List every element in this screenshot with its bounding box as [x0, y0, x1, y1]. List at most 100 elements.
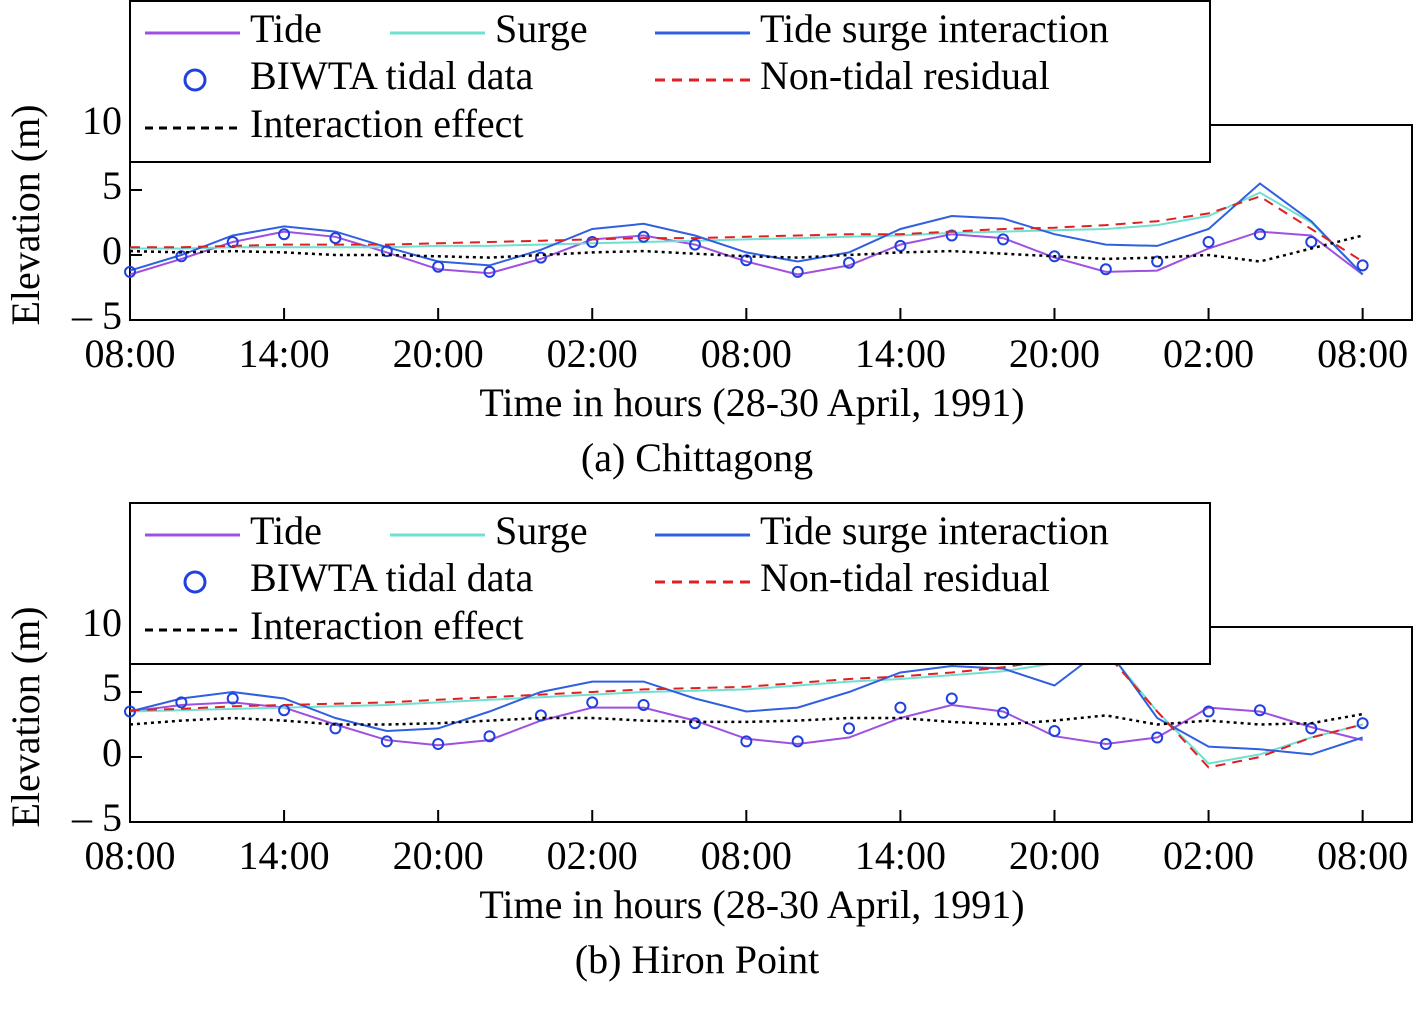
y-tick-label: 10	[82, 600, 122, 645]
data-point	[1202, 236, 1215, 248]
series-line	[130, 195, 1364, 263]
y-tick-label: – 5	[71, 795, 122, 840]
x-tick-label: 08:00	[701, 833, 792, 878]
data-point	[175, 696, 188, 709]
data-point	[997, 706, 1010, 719]
data-point	[791, 265, 804, 278]
data-point	[843, 722, 856, 735]
legend-box	[129, 0, 1211, 163]
x-tick-label: 14:00	[239, 833, 330, 878]
series-line	[129, 701, 1363, 747]
data-point	[1048, 250, 1061, 263]
data-point	[1356, 259, 1369, 272]
data-point	[688, 717, 701, 730]
caption: (b) Hiron Point	[575, 937, 819, 982]
x-tick-label: 08:00	[84, 833, 175, 878]
data-point	[1099, 738, 1112, 750]
data-point	[688, 238, 701, 251]
x-axis-label: Time in hours (28-30 April, 1991)	[479, 882, 1024, 927]
data-point	[483, 265, 496, 278]
data-point	[124, 705, 136, 718]
x-tick-label: 20:00	[1009, 331, 1100, 376]
data-point	[278, 228, 291, 241]
x-tick-label: 08:00	[84, 331, 175, 376]
y-axis-label: Elevation (m)	[3, 104, 48, 325]
series-line	[129, 645, 1363, 756]
data-point	[791, 735, 804, 748]
data-point	[483, 730, 496, 743]
x-tick-label: 08:00	[701, 331, 792, 376]
legend-label: Non-tidal residual	[760, 555, 1050, 600]
x-tick-label: 20:00	[1009, 833, 1100, 878]
data-point	[843, 256, 856, 269]
legend-label: BIWTA tidal data	[250, 555, 534, 600]
data-point	[124, 265, 136, 278]
data-point	[1048, 725, 1061, 737]
data-point	[740, 735, 753, 748]
data-point	[637, 699, 650, 711]
x-tick-label: 14:00	[239, 331, 330, 376]
x-tick-label: 14:00	[855, 331, 946, 376]
y-axis-label: Elevation (m)	[3, 606, 48, 827]
y-tick-label: 0	[102, 228, 122, 273]
data-point	[380, 245, 393, 258]
data-point	[226, 692, 239, 705]
x-tick-label: 20:00	[393, 833, 484, 878]
legend-label: Tide surge interaction	[760, 6, 1109, 51]
data-point	[945, 229, 958, 242]
legend-label: Surge	[495, 6, 588, 51]
x-axis-label: Time in hours (28-30 April, 1991)	[479, 380, 1024, 425]
legend-label: Non-tidal residual	[760, 53, 1050, 98]
data-point	[432, 260, 445, 273]
data-point	[226, 236, 239, 248]
data-point	[534, 251, 547, 264]
data-point	[534, 709, 547, 722]
data-point	[432, 738, 445, 750]
series-line	[129, 182, 1364, 276]
y-tick-label: 5	[102, 163, 122, 208]
series-line	[129, 234, 1363, 263]
data-point	[1253, 704, 1266, 717]
x-tick-label: 02:00	[1163, 833, 1254, 878]
legend-label: BIWTA tidal data	[250, 53, 534, 98]
data-point	[1151, 255, 1164, 268]
x-tick-label: 08:00	[1317, 331, 1408, 376]
y-tick-label: 5	[102, 665, 122, 710]
series-line	[129, 230, 1364, 276]
series-line	[129, 712, 1363, 726]
data-point	[586, 696, 599, 709]
data-point	[997, 233, 1010, 246]
data-point	[1356, 717, 1369, 730]
legend-label: Tide	[250, 6, 322, 51]
x-tick-label: 02:00	[1163, 331, 1254, 376]
data-point	[637, 230, 650, 243]
legend-label: Surge	[495, 508, 588, 553]
x-tick-label: 08:00	[1317, 833, 1408, 878]
legend-label: Interaction effect	[250, 603, 524, 648]
legend-marker	[183, 570, 207, 594]
legend-label: Interaction effect	[250, 101, 524, 146]
y-tick-label: 10	[82, 98, 122, 143]
data-point	[1202, 705, 1215, 718]
y-tick-label: 0	[102, 730, 122, 775]
data-point	[945, 692, 958, 705]
x-tick-label: 14:00	[855, 833, 946, 878]
x-tick-label: 20:00	[393, 331, 484, 376]
series-line	[129, 651, 1363, 769]
data-point	[586, 236, 599, 248]
x-tick-label: 02:00	[547, 833, 638, 878]
series-line	[130, 191, 1364, 276]
data-point	[894, 239, 907, 252]
y-tick-label: – 5	[71, 293, 122, 338]
legend-label: Tide	[250, 508, 322, 553]
legend-box	[129, 502, 1211, 665]
data-point	[1253, 228, 1266, 241]
data-point	[1305, 236, 1318, 248]
data-point	[329, 232, 342, 245]
data-point	[1099, 263, 1112, 276]
x-tick-label: 02:00	[547, 331, 638, 376]
data-point	[894, 701, 907, 714]
data-point	[380, 735, 393, 748]
legend-label: Tide surge interaction	[760, 508, 1109, 553]
